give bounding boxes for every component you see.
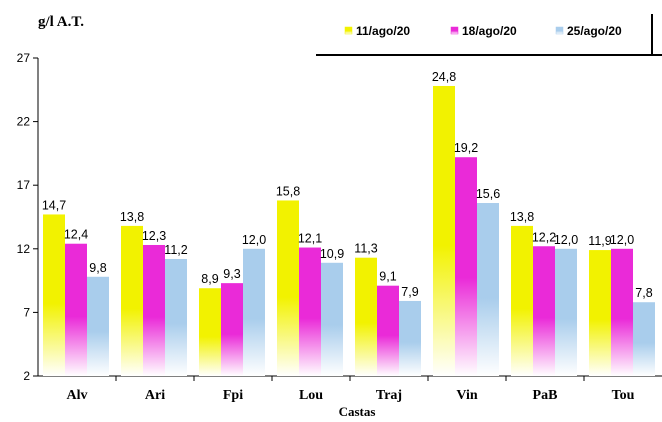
y-tick-label: 12 [17,242,31,256]
data-label: 9,3 [223,267,240,281]
data-label: 15,6 [476,187,500,201]
data-label: 7,9 [401,285,418,299]
y-tick-label: 27 [17,51,31,65]
bar-vin-1 [433,85,455,376]
bar-fpi-3 [243,248,265,376]
data-label: 12,4 [64,228,88,242]
bar-tou-2 [611,248,633,376]
data-label: 12,1 [298,232,322,246]
bar-traj-2 [377,285,399,376]
bar-tou-1 [589,250,611,376]
x-tick-label: Lou [299,388,323,403]
x-axis-label: Castas [339,404,376,417]
data-label: 15,8 [276,184,300,198]
bar-lou-2 [299,247,321,376]
data-label: 14,7 [42,198,66,212]
bar-pab-3 [555,248,577,376]
data-label: 10,9 [320,247,344,261]
y-tick-label: 22 [17,115,31,129]
bar-tou-3 [633,302,655,376]
data-label: 9,1 [379,270,396,284]
bar-fpi-2 [221,283,243,376]
bar-traj-3 [399,300,421,376]
y-tick-label: 7 [23,305,30,319]
bar-ari-3 [165,258,187,376]
bar-vin-3 [477,203,499,376]
x-tick-label: Traj [376,388,402,403]
legend-label: 11/ago/20 [356,24,410,38]
bar-vin-2 [455,157,477,376]
bar-ari-1 [121,225,143,376]
bar-fpi-1 [199,288,221,376]
data-label: 12,2 [532,230,556,244]
data-label: 19,2 [454,141,478,155]
bar-alv-3 [87,276,109,376]
data-label: 24,8 [432,70,456,84]
x-tick-label: PaB [533,388,558,403]
data-label: 11,3 [354,242,377,256]
bar-ari-2 [143,244,165,376]
legend-label: 25/ago/20 [567,24,622,38]
data-label: 13,8 [120,210,144,224]
bar-lou-1 [277,200,299,376]
bar-pab-1 [511,225,533,376]
bar-alv-1 [43,214,65,376]
y-axis-label: g/l A.T. [38,14,84,30]
legend-label: 18/ago/20 [462,24,517,38]
data-label: 7,8 [635,286,652,300]
data-label: 12,3 [142,229,166,243]
data-label: 11,9 [588,234,611,248]
data-label: 11,2 [164,243,187,257]
legend: 11/ago/20 18/ago/20 25/ago/20 [316,14,662,56]
x-tick-label: Vin [456,388,477,403]
data-label: 13,8 [510,210,534,224]
bar-alv-2 [65,243,87,376]
legend-swatch [450,26,459,35]
data-label: 12,0 [610,233,634,247]
data-label: 12,0 [242,233,266,247]
legend-swatch [555,26,564,35]
plot-area: 271217222714,712,49,8Alv13,812,311,2Ari8… [17,51,662,403]
y-tick-label: 17 [17,178,31,192]
bar-traj-1 [355,257,377,376]
legend-swatch [344,26,353,35]
x-tick-label: Fpi [223,388,243,403]
y-tick-label: 2 [23,369,30,383]
x-tick-label: Alv [67,388,88,403]
data-label: 8,9 [201,272,218,286]
data-label: 9,8 [89,261,106,275]
bar-pab-2 [533,246,555,376]
x-tick-label: Tou [612,388,635,403]
data-label: 12,0 [554,233,578,247]
bar-lou-3 [321,262,343,376]
x-tick-label: Ari [145,388,165,403]
